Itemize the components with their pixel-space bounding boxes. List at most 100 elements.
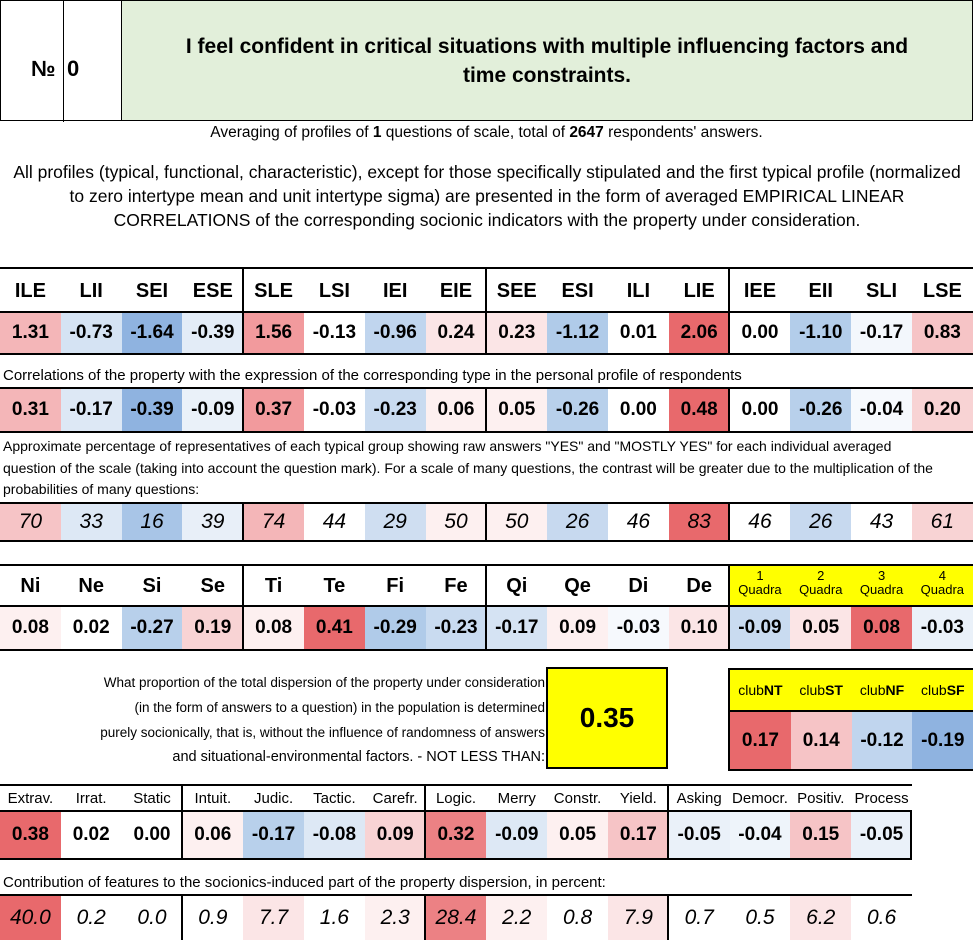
dispersion-text: What proportion of the total dispersion … bbox=[100, 675, 545, 765]
feature-contrib-value: 0.0 bbox=[121, 896, 183, 940]
averaging-line: Averaging of profiles of 1 questions of … bbox=[210, 124, 763, 141]
function-value: 0.19 bbox=[182, 607, 244, 649]
feature-value: -0.04 bbox=[729, 812, 791, 858]
feature-contrib-value: 6.2 bbox=[790, 896, 852, 940]
feature-header: Yield. bbox=[619, 789, 657, 807]
contrib-note: Contribution of features to the socionic… bbox=[3, 874, 606, 891]
type-header: EIE bbox=[439, 279, 473, 302]
club-prefix: club bbox=[738, 682, 764, 698]
type-pct-value: 16 bbox=[121, 504, 183, 540]
feature-value: 0.15 bbox=[790, 812, 852, 858]
quadra-value: 0.08 bbox=[851, 607, 912, 649]
feature-contrib-value: 2.2 bbox=[486, 896, 548, 940]
quadra-value: -0.03 bbox=[911, 607, 973, 649]
function-header: Ne bbox=[78, 574, 104, 597]
feature-value: 0.06 bbox=[182, 812, 244, 858]
features-value-row: 0.38 0.02 0.00 0.06 -0.17 -0.08 0.09 0.32 -0.09 0… bbox=[0, 812, 912, 858]
feature-value: -0.08 bbox=[303, 812, 365, 858]
feature-contrib-value: 0.9 bbox=[182, 896, 244, 940]
function-value: -0.17 bbox=[486, 607, 548, 649]
type-profile-value: -1.64 bbox=[121, 313, 183, 353]
type-corr-value: -0.26 bbox=[790, 389, 852, 431]
type-header: LSI bbox=[318, 279, 350, 302]
features-contrib-row: 40.0 0.2 0.0 0.9 7.7 1.6 2.3 28.4 2.2 0.8 7.9 0.7 0.… bbox=[0, 896, 912, 940]
feature-header: Positiv. bbox=[797, 789, 845, 807]
feature-header: Tactic. bbox=[313, 789, 356, 807]
club-name: NT bbox=[763, 682, 783, 698]
quadra-header: 4 Quadra bbox=[911, 566, 973, 606]
clubs-value-row: 0.17 0.14 -0.12 -0.19 bbox=[730, 712, 974, 769]
feature-header: Static bbox=[133, 789, 171, 807]
type-header: SLI bbox=[865, 279, 898, 302]
type-pct-value: 26 bbox=[547, 504, 608, 540]
club-name: ST bbox=[825, 682, 843, 698]
questions-count: 1 bbox=[372, 124, 382, 141]
quadra-header: 2 Quadra bbox=[790, 566, 852, 606]
quadra-label: Quadra bbox=[738, 582, 782, 597]
type-pct-value: 83 bbox=[668, 504, 730, 540]
type-header: ILE bbox=[14, 279, 46, 302]
quadra-label: Quadra bbox=[859, 582, 904, 597]
quadra-num: 1 bbox=[756, 568, 764, 583]
club-name: SF bbox=[946, 682, 965, 698]
club-value: 0.17 bbox=[730, 712, 791, 769]
respondents-count: 2647 bbox=[569, 124, 604, 141]
feature-value: 0.05 bbox=[547, 812, 608, 858]
function-header: Si bbox=[142, 574, 162, 597]
club-value: -0.19 bbox=[912, 712, 974, 769]
type-pct-value: 50 bbox=[425, 504, 487, 540]
type-profile-value: 1.31 bbox=[0, 313, 61, 353]
function-value: 0.09 bbox=[547, 607, 608, 649]
type-pct-value: 39 bbox=[182, 504, 244, 540]
type-corr-value: 0.48 bbox=[668, 389, 730, 431]
feature-value: -0.05 bbox=[851, 812, 912, 858]
function-header: Se bbox=[200, 574, 226, 597]
type-profile-value: -0.73 bbox=[60, 313, 122, 353]
function-value: 0.02 bbox=[60, 607, 122, 649]
type-pct-value: 61 bbox=[911, 504, 973, 540]
feature-contrib-value: 0.5 bbox=[729, 896, 791, 940]
function-value: -0.23 bbox=[425, 607, 487, 649]
function-value: 0.08 bbox=[243, 607, 304, 649]
function-header: Te bbox=[323, 574, 346, 597]
type-header: ESI bbox=[561, 279, 594, 302]
type-profile-value: 0.83 bbox=[911, 313, 973, 353]
quadra-label: Quadra bbox=[799, 582, 843, 597]
club-header: club NF bbox=[851, 670, 913, 710]
feature-value: 0.32 bbox=[425, 812, 487, 858]
feature-contrib-value: 7.7 bbox=[243, 896, 304, 940]
feature-value: -0.17 bbox=[243, 812, 304, 858]
type-corr-value: 0.20 bbox=[911, 389, 973, 431]
type-profile-value: 2.06 bbox=[668, 313, 730, 353]
club-prefix: club bbox=[921, 682, 947, 698]
feature-contrib-value: 0.8 bbox=[547, 896, 608, 940]
functions-header-row: Ni Ne Si Se Ti Te Fi Fe Qi Qe Di De 1 Quadra 2 Quadra 3 Q… bbox=[0, 566, 973, 606]
type-corr-value: -0.39 bbox=[121, 389, 183, 431]
type-profile-value: -1.10 bbox=[790, 313, 852, 353]
type-header: LII bbox=[79, 279, 103, 302]
types-corr-row: 0.31 -0.17 -0.39 -0.09 0.37 -0.03 -0.23 0.06 0.0… bbox=[0, 389, 973, 431]
type-pct-value: 74 bbox=[243, 504, 304, 540]
feature-header: Irrat. bbox=[75, 789, 107, 807]
quadra-num: 3 bbox=[877, 568, 886, 583]
type-corr-value: -0.26 bbox=[547, 389, 608, 431]
feature-contrib-value: 2.3 bbox=[364, 896, 426, 940]
feature-value: -0.05 bbox=[668, 812, 730, 858]
corr-note: Correlations of the property with the ex… bbox=[3, 367, 742, 384]
feature-contrib-value: 0.7 bbox=[668, 896, 730, 940]
feature-value: 0.17 bbox=[607, 812, 669, 858]
type-header: SEE bbox=[496, 279, 537, 302]
feature-header: Judic. bbox=[253, 789, 294, 807]
type-corr-value: -0.04 bbox=[851, 389, 912, 431]
function-header: Ni bbox=[20, 574, 41, 597]
feature-header: Extrav. bbox=[7, 789, 54, 807]
quadra-value: -0.09 bbox=[729, 607, 791, 649]
pct-note: Approximate percentage of representative… bbox=[3, 438, 933, 497]
type-corr-value: 0.00 bbox=[607, 389, 669, 431]
feature-contrib-value: 0.2 bbox=[60, 896, 122, 940]
club-value: -0.12 bbox=[851, 712, 913, 769]
club-header: club NT bbox=[730, 670, 791, 710]
feature-header: Asking bbox=[676, 789, 722, 807]
feature-contrib-value: 40.0 bbox=[0, 896, 61, 940]
type-profile-value: -0.13 bbox=[303, 313, 365, 353]
